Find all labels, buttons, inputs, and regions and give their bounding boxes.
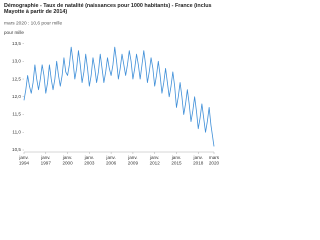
x-tick-label-line: 2009	[128, 161, 139, 166]
x-tick-label-line: 2003	[84, 161, 95, 166]
background	[0, 0, 222, 174]
y-tick-label: 12,0	[12, 94, 21, 99]
x-tick-label-line: 2020	[209, 161, 220, 166]
y-tick-label: 13,0	[12, 59, 21, 64]
x-tick-label: janv. 2018	[193, 155, 204, 166]
chart-title: Démographie - Taux de natalité (naissanc…	[4, 3, 212, 16]
x-tick-label: janv. 2000	[62, 155, 73, 166]
x-tick-label-line: janv.	[62, 155, 72, 160]
x-tick-label-line: 2006	[106, 161, 117, 166]
x-tick-label: janv. 1997	[40, 155, 51, 166]
y-tick-label: 13,5	[12, 41, 21, 46]
x-tick-label-line: janv.	[18, 155, 28, 160]
x-tick-label: janv. 2006	[105, 155, 116, 166]
y-tick-label: 11,0	[12, 129, 21, 134]
x-tick-label-line: 2018	[193, 161, 204, 166]
y-tick-label: 11,5	[12, 112, 21, 117]
x-tick-label: janv. 1994	[18, 155, 29, 166]
x-tick-label-line: janv.	[84, 155, 94, 160]
subtitle: mars 2020 : 10,6 pour mille	[4, 20, 62, 26]
chart: Démographie - Taux de natalité (naissanc…	[0, 0, 222, 174]
title-box: Démographie - Taux de natalité (naissanc…	[4, 3, 212, 16]
y-tick-label: 10,5	[12, 147, 21, 152]
x-tick-label-line: 1997	[41, 161, 52, 166]
x-tick-label-line: janv.	[171, 155, 181, 160]
data-line	[23, 46, 215, 147]
x-tick-label-line: 2015	[171, 161, 182, 166]
y-axis-label: pour mille	[4, 30, 24, 35]
x-tick-label-line: janv.	[127, 155, 137, 160]
x-tick-label-line: 2012	[150, 161, 161, 166]
x-tick-label-line: janv.	[149, 155, 159, 160]
x-tick-label: janv. 2012	[149, 155, 160, 166]
x-tick-label-line: 1994	[19, 161, 30, 166]
x-tick-label: janv. 2015	[171, 155, 182, 166]
x-tick-label: mars 2020	[209, 155, 220, 166]
x-tick-label: janv. 2003	[84, 155, 95, 166]
x-tick-label-line: mars	[209, 155, 220, 160]
x-tick-label: janv. 2009	[127, 155, 138, 166]
x-tick-label-line: janv.	[40, 155, 50, 160]
x-tick-label-line: janv.	[193, 155, 203, 160]
y-tick-label: 12,5	[12, 76, 21, 81]
x-tick-label-line: janv.	[105, 155, 115, 160]
x-tick-label-line: 2000	[62, 161, 73, 166]
